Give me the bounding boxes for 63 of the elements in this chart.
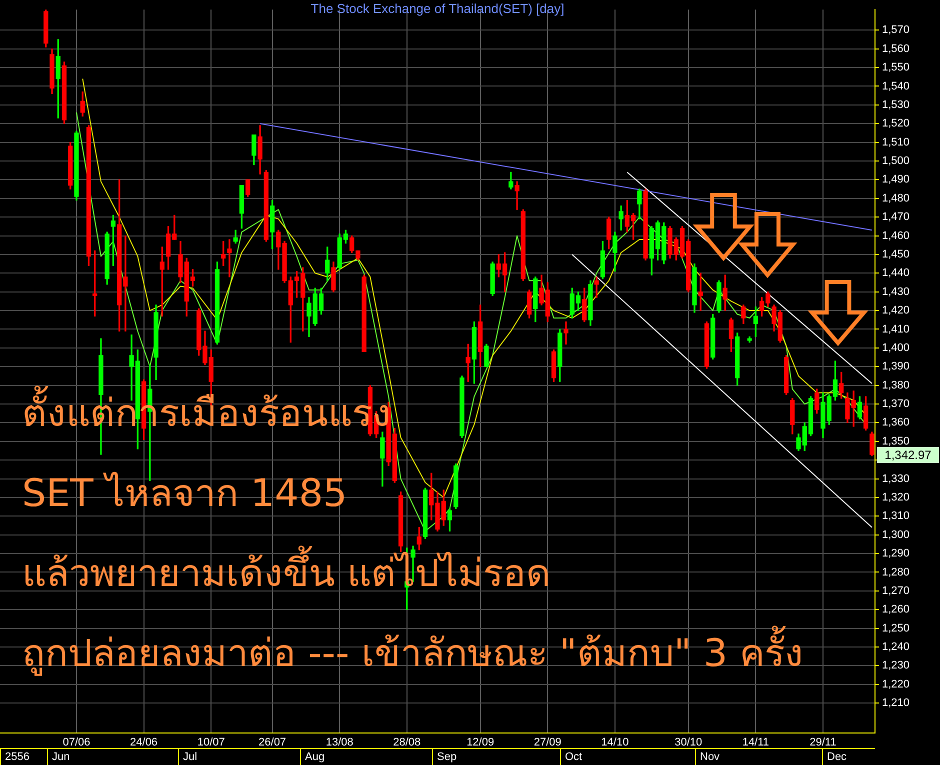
y-tick-label: 1,240 bbox=[882, 641, 910, 654]
x-tick-label: 14/10 bbox=[601, 736, 629, 749]
y-tick-label: 1,480 bbox=[882, 192, 910, 204]
text: Sep bbox=[432, 749, 457, 765]
text: 2556 bbox=[0, 749, 30, 765]
text: 1,342.97 bbox=[877, 446, 939, 463]
x-tick-label: 27/09 bbox=[534, 736, 562, 749]
text: Jun bbox=[47, 749, 70, 765]
y-tick-label: 1,430 bbox=[882, 286, 910, 298]
y-tick-label: 1,510 bbox=[882, 136, 910, 148]
text: Nov bbox=[695, 749, 720, 765]
y-tick-label: 1,530 bbox=[882, 98, 910, 111]
y-tick-label: 1,550 bbox=[882, 62, 910, 74]
x-tick-label: 26/07 bbox=[258, 736, 286, 749]
y-tick-label: 1,400 bbox=[882, 342, 910, 354]
y-tick-label: 1,410 bbox=[882, 323, 910, 336]
annotation: SET ไหลจาก 1485 bbox=[22, 470, 348, 517]
y-tick-label: 1,230 bbox=[882, 660, 910, 672]
x-tick-label: 30/10 bbox=[674, 736, 702, 749]
x-tick-label: 28/08 bbox=[393, 736, 421, 749]
text: Aug bbox=[300, 749, 325, 765]
y-tick-label: 1,280 bbox=[882, 566, 910, 578]
x-tick-label: 29/11 bbox=[810, 736, 836, 749]
y-tick-label: 1,250 bbox=[882, 622, 910, 634]
y-tick-label: 1,220 bbox=[882, 678, 910, 690]
y-tick-label: 1,300 bbox=[882, 528, 910, 541]
y-tick-label: 1,350 bbox=[882, 435, 910, 448]
text: Dec bbox=[822, 749, 847, 765]
y-tick-label: 1,450 bbox=[882, 248, 910, 261]
y-tick-label: 1,500 bbox=[882, 155, 910, 168]
y-tick-label: 1,560 bbox=[882, 42, 910, 55]
x-tick-label: 07/06 bbox=[62, 736, 90, 749]
y-tick-label: 1,460 bbox=[882, 230, 910, 242]
y-tick-label: 1,370 bbox=[882, 398, 910, 410]
y-tick-label: 1,570 bbox=[882, 24, 910, 36]
x-tick-label: 24/06 bbox=[130, 736, 158, 749]
y-tick-label: 1,260 bbox=[882, 604, 910, 616]
y-tick-label: 1,440 bbox=[882, 267, 910, 280]
y-tick-label: 1,520 bbox=[882, 118, 910, 130]
y-tick-label: 1,390 bbox=[882, 360, 910, 373]
y-tick-label: 1,320 bbox=[882, 492, 910, 504]
y-tick-label: 1,470 bbox=[882, 211, 910, 224]
x-tick-label: 13/08 bbox=[326, 736, 354, 749]
y-tick-label: 1,540 bbox=[882, 80, 910, 92]
y-tick-label: 1,290 bbox=[882, 548, 910, 560]
candlestick bbox=[514, 181, 520, 210]
y-tick-label: 1,420 bbox=[882, 304, 910, 317]
x-tick-label: 14/11 bbox=[742, 736, 770, 749]
y-tick-label: 1,310 bbox=[882, 510, 910, 522]
annotation: ถูกปล่อยลงมาต่อ --- เข้าลักษณะ "ต้มกบ" 3 ครั้ง bbox=[22, 624, 804, 678]
text: Oct bbox=[560, 749, 582, 765]
x-tick-label: 12/09 bbox=[466, 736, 494, 749]
y-tick-label: 1,380 bbox=[882, 379, 910, 392]
y-tick-label: 1,330 bbox=[882, 472, 910, 485]
y-tick-label: 1,270 bbox=[882, 584, 910, 597]
candlestick bbox=[227, 239, 232, 278]
y-tick-label: 1,490 bbox=[882, 174, 910, 186]
candlestick bbox=[564, 321, 568, 345]
chart-title: The Stock Exchange of Thailand(SET) [day] bbox=[310, 1, 566, 16]
y-tick-label: 1,210 bbox=[882, 697, 910, 710]
y-tick-label: 1,360 bbox=[882, 416, 910, 429]
x-tick-label: 10/07 bbox=[197, 736, 225, 749]
text: Jul bbox=[178, 749, 198, 765]
